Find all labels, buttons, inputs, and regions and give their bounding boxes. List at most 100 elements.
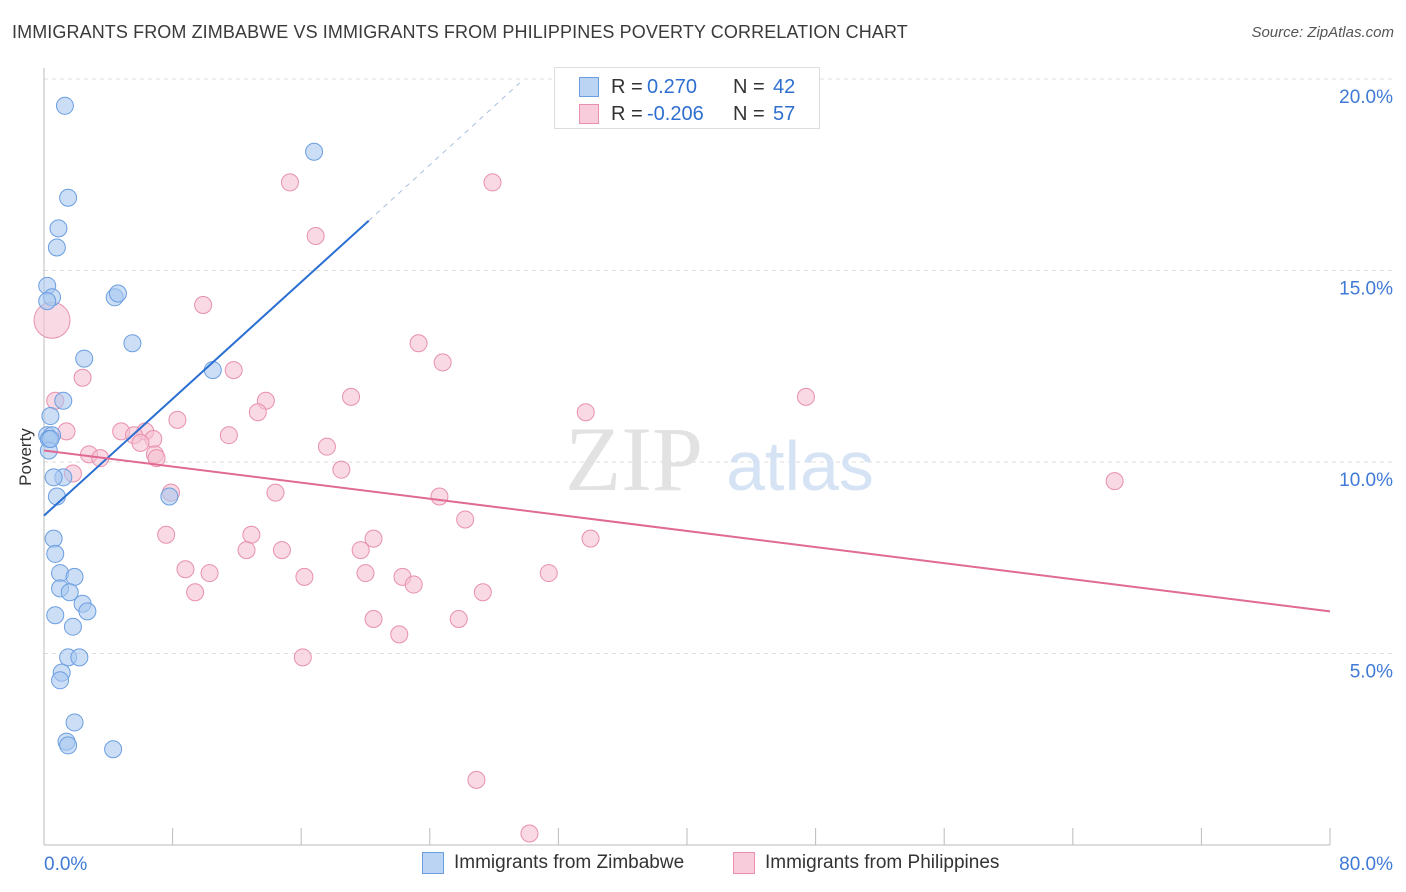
zimbabwe-points [38,96,324,759]
philippines-point [520,824,539,843]
philippines-point [280,173,299,192]
zimbabwe-swatch [579,77,599,97]
zimbabwe-point [59,188,78,207]
zimbabwe-point [54,391,73,410]
philippines-legend-swatch [733,852,755,874]
philippines-point [73,368,92,387]
philippines-point [317,437,336,456]
philippines-point [266,483,285,502]
philippines-point [293,648,312,667]
zimbabwe-point [203,361,222,380]
n-value-zimbabwe: 42 [773,75,796,98]
y-tick-label: 20.0% [1339,87,1393,108]
philippines-point [796,387,815,406]
chart-title: IMMIGRANTS FROM ZIMBABWE VS IMMIGRANTS F… [12,22,908,42]
philippines-point [364,610,383,629]
philippines-points [33,173,1124,843]
n-label: N = [733,102,765,125]
philippines-trend-line [43,449,1331,613]
zimbabwe-point [60,583,79,602]
source-label: Source: ZipAtlas.com [1251,24,1394,41]
watermark-atlas: atlas [726,427,874,505]
philippines-point [272,541,291,560]
philippines-point [473,583,492,602]
philippines-point [200,564,219,583]
r-label: R = [611,75,643,98]
philippines-point [194,295,213,314]
zimbabwe-point [44,468,63,487]
legend-row-philippines: R = -0.206 N = 57 [579,101,795,127]
legend-item-philippines[interactable]: Immigrants from Philippines [733,852,999,874]
philippines-point [248,403,267,422]
zimbabwe-point [47,487,66,506]
philippines-point [364,529,383,548]
philippines-point [449,610,468,629]
zimbabwe-point [38,292,57,311]
zimbabwe-trend-line [43,219,370,517]
tick-labels: 5.0% 10.0% 15.0% 20.0% 0.0% 80.0% [44,87,1393,875]
philippines-point [390,625,409,644]
x-tick-label: 0.0% [44,854,87,875]
y-tick-label: 10.0% [1339,470,1393,491]
zimbabwe-point [51,671,70,690]
philippines-point [539,564,558,583]
zimbabwe-point [46,544,65,563]
philippines-point [581,529,600,548]
philippines-point [131,433,150,452]
philippines-point [404,575,423,594]
zimbabwe-point [160,487,179,506]
legend-item-zimbabwe[interactable]: Immigrants from Zimbabwe [422,852,684,874]
zimbabwe-point [55,96,74,115]
philippines-point [295,567,314,586]
philippines-swatch [579,104,599,124]
watermark-zip: ZIP [565,408,703,510]
zimbabwe-point [49,219,68,238]
trend-lines [43,82,1331,613]
philippines-point [576,403,595,422]
r-value-zimbabwe: 0.270 [647,75,698,98]
zimbabwe-point [70,648,89,667]
philippines-point [356,564,375,583]
zimbabwe-point [108,284,127,303]
philippines-point [242,525,261,544]
zimbabwe-point [46,606,65,625]
legend-label-philippines: Immigrants from Philippines [765,852,1000,873]
philippines-point [219,426,238,445]
philippines-point [332,460,351,479]
philippines-point [157,525,176,544]
philippines-point [306,227,325,246]
philippines-point [351,541,370,560]
philippines-point [433,353,452,372]
zimbabwe-point [123,334,142,353]
watermark: ZIP atlas [565,408,874,510]
r-value-philippines: -0.206 [647,102,704,125]
philippines-point [409,334,428,353]
legend-row-zimbabwe: R = 0.270 N = 42 [579,74,795,100]
y-tick-label: 5.0% [1350,662,1393,683]
gridlines [44,78,1394,654]
philippines-point [176,560,195,579]
zimbabwe-point [63,617,82,636]
stats-legend: R = 0.270 N = 42 R = -0.206 N = 57 [554,67,820,129]
legend-label-zimbabwe: Immigrants from Zimbabwe [454,852,685,873]
philippines-point [467,770,486,789]
philippines-point [237,541,256,560]
philippines-point [342,387,361,406]
zimbabwe-point [44,529,63,548]
zimbabwe-legend-swatch [422,852,444,874]
zimbabwe-point [305,142,324,161]
series-legend: Immigrants from Zimbabwe Immigrants from… [0,852,1406,878]
zimbabwe-point [65,567,84,586]
philippines-point [1105,472,1124,491]
n-value-philippines: 57 [773,102,796,125]
zimbabwe-point [75,349,94,368]
philippines-point [147,449,166,468]
philippines-point [224,361,243,380]
philippines-point [456,510,475,529]
zimbabwe-point [41,407,60,426]
r-label: R = [611,102,643,125]
zimbabwe-point [65,713,84,732]
zimbabwe-point [41,430,60,449]
y-tick-label: 15.0% [1339,279,1393,300]
